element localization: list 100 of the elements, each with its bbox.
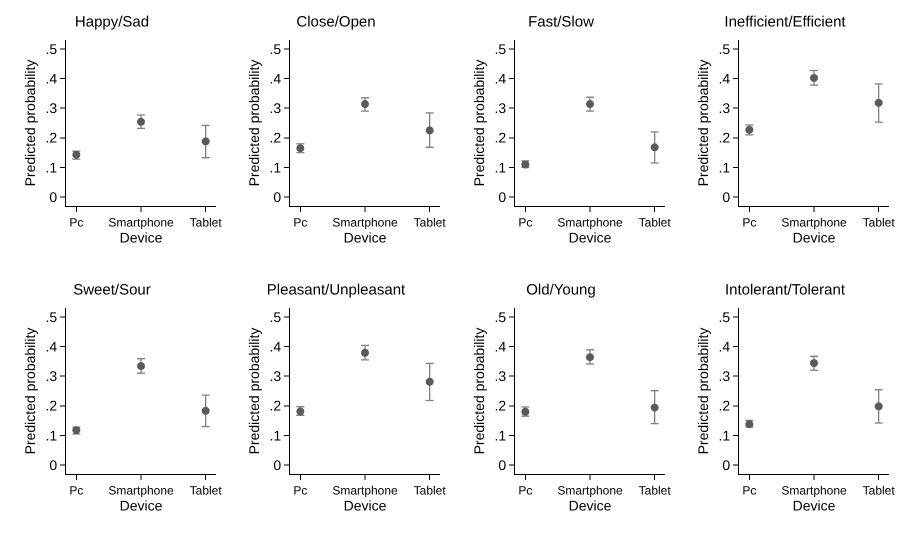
- y-tick-label: .3: [46, 368, 58, 384]
- y-tick-label: .5: [270, 40, 282, 57]
- point: [426, 126, 434, 134]
- point: [426, 378, 434, 386]
- point: [874, 402, 882, 410]
- y-tick-label: .1: [270, 159, 282, 176]
- point: [650, 404, 658, 412]
- y-tick-label: .2: [46, 398, 58, 414]
- x-tick-label: Tablet: [638, 215, 671, 230]
- point: [650, 143, 658, 152]
- y-tick-label: .5: [494, 40, 506, 57]
- point: [810, 74, 818, 82]
- x-axis-title: Device: [792, 497, 836, 514]
- x-tick-label: Tablet: [190, 483, 222, 498]
- x-tick-label: Tablet: [862, 483, 896, 498]
- x-tick-label: Smartphone: [781, 215, 847, 230]
- chart-title: Close/Open: [296, 14, 376, 31]
- x-tick-label: Pc: [69, 215, 84, 230]
- y-axis-title: Predicted probability: [246, 60, 262, 186]
- y-tick-label: 0: [49, 457, 58, 474]
- point: [202, 406, 210, 415]
- x-tick-label: Tablet: [414, 483, 447, 498]
- x-axis-title: Device: [568, 229, 612, 246]
- x-tick-label: Pc: [742, 215, 756, 230]
- chart-title: Pleasant/Unpleasant: [267, 282, 406, 299]
- chart-title: Happy/Sad: [74, 14, 150, 31]
- y-tick-label: .4: [718, 338, 730, 354]
- x-tick-label: Pc: [518, 215, 532, 230]
- y-tick-label: .4: [270, 338, 282, 354]
- point: [586, 353, 594, 362]
- y-tick-label: .1: [46, 159, 58, 176]
- x-axis-title: Device: [344, 229, 387, 246]
- y-tick-label: .2: [718, 130, 730, 146]
- y-tick-label: .2: [46, 130, 58, 146]
- y-tick-label: .4: [494, 70, 506, 86]
- y-tick-label: .3: [494, 100, 506, 116]
- y-tick-label: .1: [494, 427, 506, 444]
- y-tick-label: 0: [722, 189, 730, 206]
- x-axis-title: Device: [120, 497, 163, 514]
- x-tick-label: Tablet: [190, 215, 222, 230]
- x-tick-label: Pc: [742, 483, 756, 498]
- x-tick-label: Smartphone: [332, 215, 398, 230]
- x-tick-label: Pc: [518, 483, 532, 498]
- y-tick-label: .1: [494, 159, 506, 176]
- x-tick-label: Smartphone: [556, 215, 623, 230]
- y-tick-label: .1: [270, 427, 282, 444]
- x-tick-label: Smartphone: [108, 483, 174, 498]
- x-tick-label: Tablet: [414, 215, 447, 230]
- point: [137, 362, 145, 370]
- y-tick-label: 0: [498, 457, 506, 474]
- y-tick-label: .5: [718, 40, 730, 57]
- y-tick-label: .2: [270, 130, 282, 146]
- y-tick-label: .2: [718, 398, 730, 414]
- y-tick-label: .4: [270, 70, 282, 86]
- y-axis-title: Predicted probability: [694, 328, 711, 454]
- y-tick-label: .5: [46, 308, 58, 325]
- chart-title: Sweet/Sour: [73, 282, 151, 299]
- y-tick-label: .5: [718, 308, 730, 325]
- y-tick-label: .1: [718, 159, 730, 176]
- point: [586, 100, 594, 108]
- point: [361, 348, 370, 357]
- y-tick-label: .3: [270, 100, 282, 116]
- x-tick-label: Pc: [294, 215, 308, 230]
- x-axis-title: Device: [568, 497, 612, 514]
- y-tick-label: .5: [494, 308, 506, 325]
- chart-title: Old/Young: [526, 282, 596, 299]
- y-tick-label: .3: [494, 368, 506, 384]
- point: [810, 359, 818, 368]
- y-tick-label: .3: [718, 368, 730, 384]
- x-tick-label: Pc: [69, 483, 84, 498]
- x-tick-label: Pc: [294, 483, 308, 498]
- y-tick-label: .2: [270, 398, 282, 414]
- y-axis-title: Predicted probability: [22, 60, 38, 186]
- chart-title: Inefficient/Efficient: [724, 14, 846, 31]
- y-axis-title: Predicted probability: [470, 60, 487, 186]
- x-axis-title: Device: [344, 497, 387, 514]
- y-tick-label: .3: [270, 368, 282, 384]
- chart-title: Intolerant/Tolerant: [724, 282, 846, 299]
- y-tick-label: 0: [49, 189, 58, 206]
- chart-title: Fast/Slow: [528, 14, 594, 31]
- x-tick-label: Tablet: [862, 215, 896, 230]
- y-axis-title: Predicted probability: [22, 328, 38, 454]
- y-tick-label: .4: [46, 70, 58, 86]
- x-tick-label: Smartphone: [332, 483, 398, 498]
- y-tick-label: .4: [46, 338, 58, 354]
- x-tick-label: Tablet: [638, 483, 671, 498]
- y-tick-label: .1: [46, 427, 58, 444]
- y-tick-label: .3: [46, 100, 58, 116]
- point: [202, 137, 210, 146]
- y-tick-label: 0: [274, 189, 282, 206]
- y-axis-title: Predicted probability: [470, 328, 487, 454]
- y-tick-label: 0: [722, 457, 730, 474]
- y-axis-title: Predicted probability: [694, 60, 711, 186]
- point: [361, 100, 370, 108]
- y-axis-title: Predicted probability: [246, 328, 262, 454]
- point: [137, 118, 145, 126]
- y-tick-label: .5: [270, 308, 282, 325]
- x-tick-label: Smartphone: [108, 215, 174, 230]
- y-tick-label: .1: [718, 427, 730, 444]
- y-tick-label: .5: [46, 40, 58, 57]
